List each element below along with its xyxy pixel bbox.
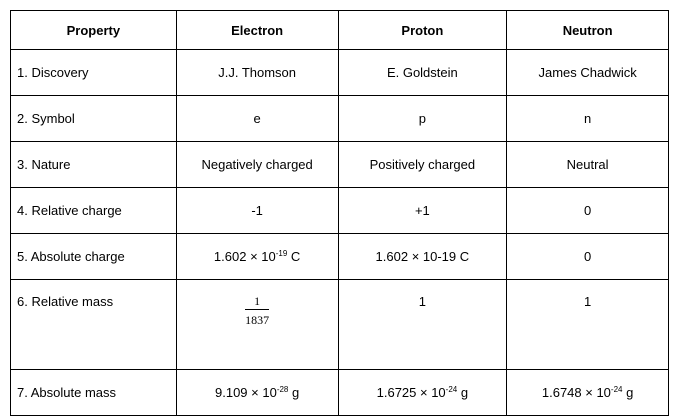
proton-cell: Positively charged <box>337 141 508 188</box>
value-exponent: -19 <box>275 249 288 258</box>
fraction: 1 1837 <box>245 294 270 327</box>
electron-cell: 1 1837 <box>175 279 339 370</box>
header-proton: Proton <box>337 10 508 50</box>
proton-cell: p <box>337 95 508 142</box>
value-base: 9.109 × 10 <box>215 385 277 400</box>
value-unit: g <box>288 385 300 400</box>
header-neutron: Neutron <box>506 10 669 50</box>
value-exponent: -24 <box>610 385 623 394</box>
table-row: 4. Relative charge -1 +1 0 <box>10 187 669 234</box>
proton-cell: +1 <box>337 187 508 234</box>
electron-cell: -1 <box>175 187 339 234</box>
value-unit: g <box>622 385 634 400</box>
electron-cell: e <box>175 95 339 142</box>
table-row: 7. Absolute mass 9.109 × 10-28 g 1.6725 … <box>10 369 669 416</box>
neutron-cell: 0 <box>506 187 669 234</box>
particle-properties-table: Property Electron Proton Neutron 1. Disc… <box>10 10 669 416</box>
electron-cell: J.J. Thomson <box>175 49 339 96</box>
electron-cell: Negatively charged <box>175 141 339 188</box>
fraction-numerator: 1 <box>245 294 270 310</box>
neutron-cell: n <box>506 95 669 142</box>
table-row: 6. Relative mass 1 1837 1 1 <box>10 279 669 370</box>
value-base: 1.6725 × 10 <box>376 385 446 400</box>
value-unit: g <box>457 385 469 400</box>
table-row: 3. Nature Negatively charged Positively … <box>10 141 669 188</box>
neutron-cell: James Chadwick <box>506 49 669 96</box>
electron-cell: 1.602 × 10-19 C <box>175 233 339 280</box>
property-cell: 5. Absolute charge <box>10 233 177 280</box>
proton-cell: 1.6725 × 10-24 g <box>337 369 508 416</box>
value-exponent: -28 <box>276 385 289 394</box>
header-row: Property Electron Proton Neutron <box>10 10 669 50</box>
property-cell: 6. Relative mass <box>10 279 177 370</box>
header-property: Property <box>10 10 177 50</box>
proton-cell: 1.602 × 10-19 C <box>337 233 508 280</box>
property-cell: 7. Absolute mass <box>10 369 177 416</box>
property-cell: 2. Symbol <box>10 95 177 142</box>
neutron-cell: Neutral <box>506 141 669 188</box>
property-cell: 4. Relative charge <box>10 187 177 234</box>
header-electron: Electron <box>175 10 339 50</box>
value-base: 1.602 × 10 <box>213 249 276 264</box>
neutron-cell: 1 <box>506 279 669 370</box>
table-row: 2. Symbol e p n <box>10 95 669 142</box>
electron-cell: 9.109 × 10-28 g <box>175 369 339 416</box>
property-cell: 3. Nature <box>10 141 177 188</box>
proton-cell: 1 <box>337 279 508 370</box>
table-row: 5. Absolute charge 1.602 × 10-19 C 1.602… <box>10 233 669 280</box>
fraction-denominator: 1837 <box>245 313 270 327</box>
value-unit: C <box>287 249 301 264</box>
value-base: 1.6748 × 10 <box>541 385 611 400</box>
neutron-cell: 1.6748 × 10-24 g <box>506 369 669 416</box>
neutron-cell: 0 <box>506 233 669 280</box>
property-cell: 1. Discovery <box>10 49 177 96</box>
value-exponent: -24 <box>445 385 458 394</box>
proton-cell: E. Goldstein <box>337 49 508 96</box>
table-row: 1. Discovery J.J. Thomson E. Goldstein J… <box>10 49 669 96</box>
